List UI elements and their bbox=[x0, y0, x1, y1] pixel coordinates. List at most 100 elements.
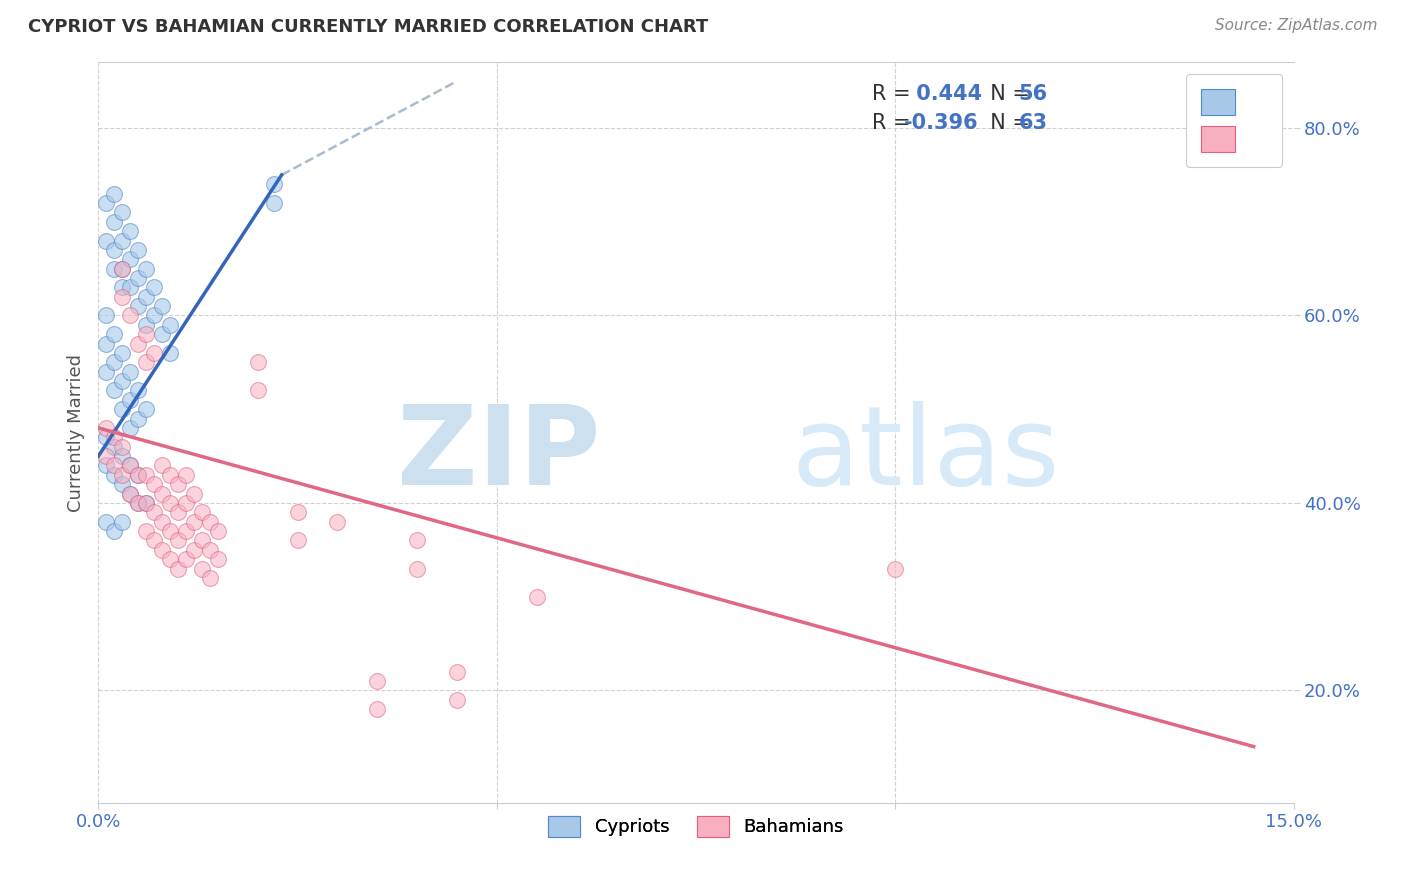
Point bbox=[143, 280, 166, 294]
Point bbox=[127, 271, 149, 285]
Point bbox=[366, 673, 388, 688]
Point bbox=[103, 458, 125, 473]
Text: N =: N = bbox=[977, 113, 1036, 133]
Point bbox=[96, 421, 118, 435]
Point bbox=[174, 467, 197, 482]
Point bbox=[287, 505, 309, 519]
Point bbox=[174, 552, 197, 566]
Point bbox=[111, 449, 134, 463]
Point bbox=[446, 692, 468, 706]
Point bbox=[111, 374, 134, 388]
Point bbox=[120, 392, 142, 407]
Point bbox=[143, 477, 166, 491]
Point bbox=[159, 318, 181, 332]
Point bbox=[111, 234, 134, 248]
Text: Source: ZipAtlas.com: Source: ZipAtlas.com bbox=[1215, 18, 1378, 33]
Point bbox=[884, 561, 907, 575]
Point bbox=[103, 440, 125, 454]
Point bbox=[150, 486, 173, 500]
Point bbox=[96, 515, 118, 529]
Point bbox=[135, 467, 157, 482]
Point bbox=[103, 524, 125, 538]
Point bbox=[103, 215, 125, 229]
Point bbox=[96, 234, 118, 248]
Point bbox=[103, 261, 125, 276]
Point bbox=[127, 243, 149, 257]
Y-axis label: Currently Married: Currently Married bbox=[66, 353, 84, 512]
Point bbox=[446, 665, 468, 679]
Text: 63: 63 bbox=[1019, 113, 1047, 133]
Point bbox=[135, 524, 157, 538]
Point bbox=[111, 467, 134, 482]
Point bbox=[159, 496, 181, 510]
Point bbox=[150, 458, 173, 473]
Point bbox=[111, 402, 134, 417]
Point bbox=[120, 280, 142, 294]
Point bbox=[167, 533, 190, 548]
Point bbox=[183, 515, 205, 529]
Point bbox=[526, 590, 548, 604]
Point bbox=[159, 346, 181, 360]
Point bbox=[103, 430, 125, 444]
Point bbox=[167, 505, 190, 519]
Point bbox=[111, 346, 134, 360]
Point bbox=[135, 496, 157, 510]
Point bbox=[326, 515, 349, 529]
Point bbox=[127, 336, 149, 351]
Point bbox=[120, 365, 142, 379]
Point bbox=[143, 309, 166, 323]
Point bbox=[127, 496, 149, 510]
Point bbox=[127, 467, 149, 482]
Point bbox=[183, 542, 205, 557]
Point bbox=[191, 505, 214, 519]
Point bbox=[135, 261, 157, 276]
Point bbox=[366, 702, 388, 716]
Point bbox=[127, 299, 149, 313]
Point bbox=[183, 486, 205, 500]
Point bbox=[103, 355, 125, 369]
Text: ZIP: ZIP bbox=[396, 401, 600, 508]
Point bbox=[96, 430, 118, 444]
Point bbox=[150, 515, 173, 529]
Point bbox=[135, 355, 157, 369]
Point bbox=[159, 552, 181, 566]
Point bbox=[207, 524, 229, 538]
Point bbox=[263, 196, 285, 211]
Point bbox=[127, 467, 149, 482]
Point bbox=[246, 384, 269, 398]
Point bbox=[96, 196, 118, 211]
Point bbox=[287, 533, 309, 548]
Point bbox=[111, 280, 134, 294]
Point bbox=[103, 384, 125, 398]
Point bbox=[111, 261, 134, 276]
Text: R =: R = bbox=[872, 113, 917, 133]
Text: atlas: atlas bbox=[792, 401, 1060, 508]
Point bbox=[120, 252, 142, 267]
Point bbox=[120, 458, 142, 473]
Point bbox=[120, 309, 142, 323]
Point bbox=[127, 496, 149, 510]
Legend: Cypriots, Bahamians: Cypriots, Bahamians bbox=[538, 806, 853, 846]
Point bbox=[191, 561, 214, 575]
Point bbox=[111, 290, 134, 304]
Point bbox=[120, 224, 142, 238]
Point bbox=[120, 486, 142, 500]
Point bbox=[120, 486, 142, 500]
Point bbox=[96, 309, 118, 323]
Point bbox=[198, 542, 221, 557]
Point bbox=[127, 384, 149, 398]
Point bbox=[263, 178, 285, 192]
Point bbox=[143, 533, 166, 548]
Point bbox=[120, 421, 142, 435]
Point bbox=[246, 355, 269, 369]
Point bbox=[127, 411, 149, 425]
Text: -0.396: -0.396 bbox=[904, 113, 979, 133]
Point bbox=[103, 186, 125, 201]
Point bbox=[406, 561, 429, 575]
Point bbox=[103, 467, 125, 482]
Point bbox=[135, 327, 157, 342]
Point bbox=[111, 261, 134, 276]
Point bbox=[143, 505, 166, 519]
Point bbox=[103, 327, 125, 342]
Point bbox=[207, 552, 229, 566]
